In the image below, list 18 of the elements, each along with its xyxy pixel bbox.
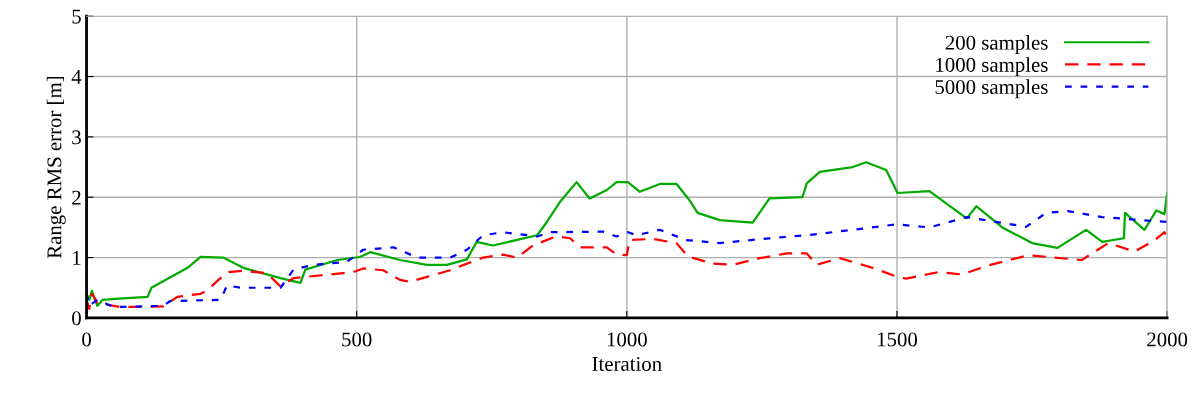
y-tick-label: 3 — [72, 130, 81, 145]
x-tick-label: 2000 — [1147, 332, 1188, 347]
line-series — [86, 210, 1168, 309]
x-axis-title: Iteration — [592, 356, 662, 371]
line-series — [86, 231, 1168, 310]
y-tick-label: 5 — [72, 9, 81, 24]
legend-label: 1000 samples — [936, 57, 1048, 77]
y-tick-label: 1 — [73, 251, 81, 265]
y-tick-label: 0 — [72, 311, 81, 326]
legend-label: 5000 samples — [935, 79, 1048, 99]
y-tick-label: 2 — [72, 190, 81, 205]
y-tick-label: 4 — [71, 70, 82, 84]
x-tick-label: 1000 — [607, 332, 647, 347]
x-tick-label: 500 — [342, 332, 372, 347]
x-tick-label: 1500 — [877, 332, 918, 347]
y-axis-title: Range RMS error [m] — [46, 76, 66, 259]
line-series — [86, 161, 1168, 307]
legend-label: 200 samples — [945, 35, 1048, 54]
